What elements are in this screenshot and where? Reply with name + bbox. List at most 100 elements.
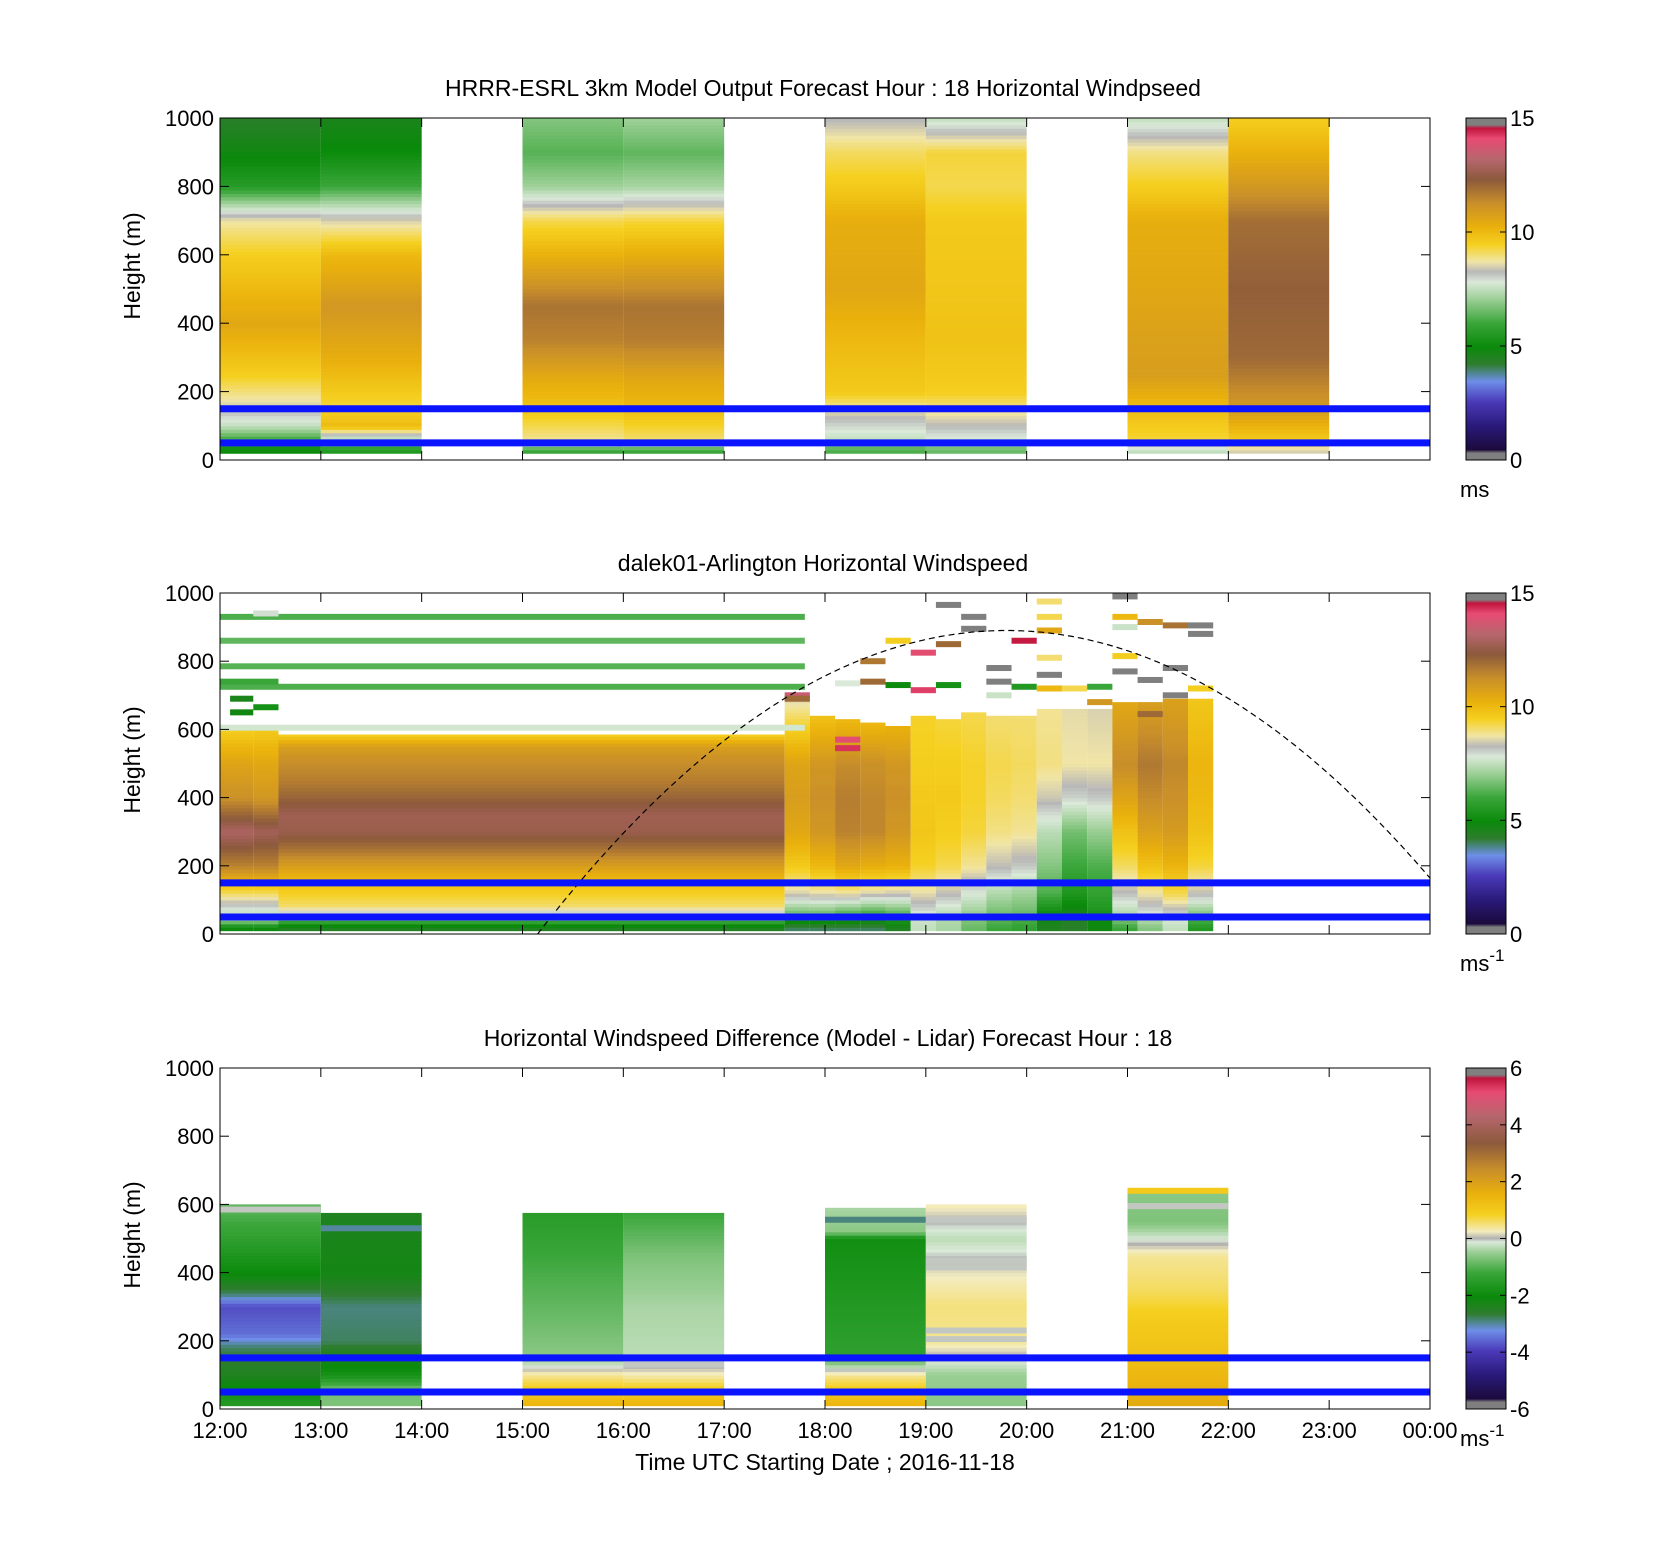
heatmap-cell <box>1188 841 1214 846</box>
heatmap-cell <box>961 773 987 778</box>
heatmap-cell <box>522 118 624 123</box>
heatmap-cell <box>935 927 962 932</box>
heatmap-cell <box>1127 1194 1229 1199</box>
heatmap-cell <box>522 381 624 386</box>
heatmap-cell <box>825 1381 926 1386</box>
heatmap-cell <box>925 1282 1027 1287</box>
heatmap-cell <box>278 906 785 911</box>
heatmap-cell <box>623 1296 725 1301</box>
heatmap-cell <box>935 845 962 850</box>
heatmap-cell <box>925 1241 1027 1246</box>
heatmap-cell <box>986 910 1012 915</box>
heatmap-strip <box>1011 637 1037 644</box>
heatmap-cell <box>1162 848 1188 853</box>
heatmap-cell <box>1011 736 1037 741</box>
heatmap-cell <box>1036 790 1062 795</box>
y-tick-label: 1000 <box>165 106 214 131</box>
heatmap-cell <box>1112 732 1138 737</box>
heatmap-cell <box>1228 162 1330 167</box>
heatmap-cell <box>278 852 785 857</box>
heatmap-strip <box>1036 685 1062 692</box>
heatmap-cell <box>1112 862 1138 867</box>
heatmap-cell <box>961 743 987 748</box>
heatmap-cell <box>253 818 279 823</box>
heatmap-cell <box>986 841 1012 846</box>
heatmap-cell <box>1228 176 1330 181</box>
heatmap-cell <box>1061 715 1088 720</box>
heatmap-cell <box>623 217 725 222</box>
heatmap-cell <box>220 210 321 215</box>
heatmap-cell <box>961 753 987 758</box>
heatmap-cell <box>925 1351 1027 1356</box>
heatmap-cell <box>220 1313 321 1318</box>
heatmap-cell <box>522 1364 624 1369</box>
heatmap-cell <box>925 1276 1027 1281</box>
heatmap-cell <box>220 753 254 758</box>
heatmap-cell <box>522 395 624 400</box>
heatmap-cell <box>1127 1378 1229 1383</box>
heatmap-cell <box>809 886 836 891</box>
heatmap-cell <box>1127 1303 1229 1308</box>
heatmap-cell <box>1036 725 1062 730</box>
heatmap-column <box>1112 702 1138 932</box>
heatmap-cell <box>1061 794 1088 799</box>
heatmap-cell <box>320 432 422 437</box>
heatmap-cell <box>1188 702 1214 707</box>
heatmap-cell <box>1162 705 1188 710</box>
heatmap-cell <box>1011 841 1037 846</box>
heatmap-strip <box>925 1257 1027 1264</box>
heatmap-cell <box>825 213 926 218</box>
heatmap-cell <box>220 1351 321 1356</box>
heatmap-cell <box>1011 729 1037 734</box>
heatmap-cell <box>253 835 279 840</box>
heatmap-cell <box>1127 367 1229 372</box>
heatmap-cell <box>825 336 926 341</box>
heatmap-cell <box>253 811 279 816</box>
heatmap-cell <box>220 131 321 136</box>
heatmap-cell <box>1127 1351 1229 1356</box>
heatmap-column <box>1228 118 1330 454</box>
heatmap-cell <box>1011 845 1037 850</box>
heatmap-cell <box>809 831 836 836</box>
heatmap-cell <box>1112 770 1138 775</box>
heatmap-cell <box>522 275 624 280</box>
heatmap-cell <box>320 1316 422 1321</box>
heatmap-cell <box>623 446 725 451</box>
heatmap-cell <box>1127 203 1229 208</box>
heatmap-cell <box>910 715 936 720</box>
heatmap-cell <box>910 818 936 823</box>
heatmap-cell <box>885 756 911 761</box>
heatmap-cell <box>1087 838 1113 843</box>
heatmap-cell <box>1137 865 1163 870</box>
heatmap-cell <box>1127 353 1229 358</box>
heatmap-cell <box>320 196 422 201</box>
heatmap-cell <box>885 736 911 741</box>
heatmap-cell <box>825 395 926 400</box>
heatmap-cell <box>1127 302 1229 307</box>
heatmap-cell <box>825 312 926 317</box>
heatmap-cell <box>220 128 321 133</box>
heatmap-cell <box>1127 275 1229 280</box>
heatmap-cell <box>623 241 725 246</box>
heatmap-cell <box>784 719 810 724</box>
heatmap-cell <box>278 910 785 915</box>
model-heatmap <box>220 118 1330 454</box>
heatmap-cell <box>320 1231 422 1236</box>
heatmap-cell <box>961 852 987 857</box>
heatmap-cell <box>935 872 962 877</box>
heatmap-cell <box>961 801 987 806</box>
heatmap-cell <box>825 1340 926 1345</box>
heatmap-cell <box>220 381 321 386</box>
heatmap-cell <box>1127 323 1229 328</box>
heatmap-cell <box>522 237 624 242</box>
heatmap-cell <box>1127 316 1229 321</box>
heatmap-cell <box>220 141 321 146</box>
heatmap-cell <box>1112 838 1138 843</box>
heatmap-cell <box>1011 889 1037 894</box>
heatmap-cell <box>784 889 810 894</box>
heatmap-cell <box>320 155 422 160</box>
heatmap-cell <box>784 855 810 860</box>
heatmap-cell <box>1036 838 1062 843</box>
heatmap-cell <box>1112 801 1138 806</box>
heatmap-cell <box>220 862 254 867</box>
